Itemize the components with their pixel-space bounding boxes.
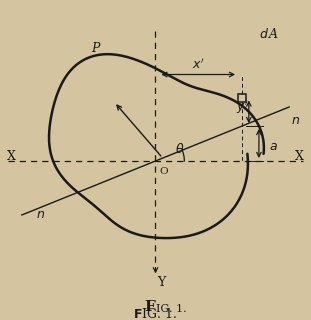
Text: P: P <box>91 42 99 55</box>
Text: O: O <box>160 167 169 176</box>
Text: $\theta$: $\theta$ <box>175 142 185 156</box>
Text: $d\,$A: $d\,$A <box>259 27 280 41</box>
Text: $n$: $n$ <box>36 208 45 221</box>
Text: Y: Y <box>157 276 165 289</box>
Text: X: X <box>7 150 16 163</box>
Text: IG. 1.: IG. 1. <box>156 304 186 314</box>
Text: $n$: $n$ <box>291 114 300 127</box>
Text: F: F <box>145 300 156 314</box>
Text: X: X <box>295 150 304 163</box>
Text: $\mathbf{F}$IG. 1.: $\mathbf{F}$IG. 1. <box>133 307 178 320</box>
Text: $y'$: $y'$ <box>236 99 248 116</box>
Bar <box>238 93 246 101</box>
Text: $x'$: $x'$ <box>193 57 205 72</box>
Text: $a$: $a$ <box>269 140 278 153</box>
